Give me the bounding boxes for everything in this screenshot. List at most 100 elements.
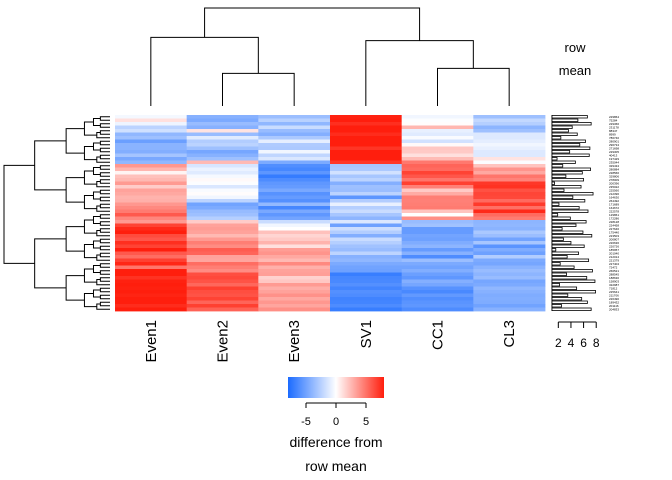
row-label: 226490 [609, 297, 619, 301]
heatmap-cell [401, 153, 474, 158]
heatmap-cell [330, 153, 403, 158]
heatmap-cell [473, 216, 546, 221]
heatmap-cell [115, 202, 188, 207]
row-dendrogram-link [96, 230, 110, 237]
heatmap-cell [115, 146, 188, 151]
heatmap-cell [401, 171, 474, 175]
heatmap-cell [401, 185, 474, 189]
heatmap-cell [258, 206, 331, 210]
heatmap-cell [401, 209, 474, 214]
row-mean-bar [551, 241, 572, 245]
row-dendrogram-link [65, 128, 85, 154]
heatmap-cell [473, 132, 546, 137]
heatmap-cell [258, 283, 331, 287]
heatmap-cell [258, 139, 331, 144]
heatmap-cell [330, 248, 403, 252]
heatmap-cell [401, 118, 474, 123]
heatmap-cell [401, 136, 474, 140]
row-mean-bar [551, 279, 596, 283]
row-dendrogram-link [92, 265, 101, 273]
row-label: 231178 [609, 125, 619, 129]
heatmap-cell [258, 237, 331, 242]
heatmap-cell [330, 227, 403, 231]
heatmap-cell [186, 153, 259, 158]
heatmap-cell [473, 244, 546, 249]
heatmap-cell [330, 234, 403, 238]
row-mean-tick-label: 2 [555, 336, 562, 350]
heatmap-cell [258, 188, 331, 193]
row-label: 164672 [609, 206, 619, 210]
row-label: 229864 [609, 115, 619, 119]
row-label: 201116 [609, 304, 619, 308]
row-mean-bar [551, 195, 574, 199]
heatmap-cell [473, 164, 546, 168]
heatmap-cell [115, 223, 188, 228]
heatmap-cell [401, 122, 474, 126]
heatmap-cell [115, 307, 188, 312]
heatmap-cell [115, 195, 188, 200]
row-dendrogram-link [99, 214, 110, 219]
row-dendrogram-link [99, 228, 110, 233]
heatmap-cell [186, 115, 259, 119]
heatmap-cell [473, 279, 546, 284]
heatmap-cell [401, 216, 474, 221]
heatmap-cell [473, 307, 546, 312]
column-label: CC1 [430, 320, 447, 350]
row-label: 288545 [609, 272, 619, 276]
heatmap-cell [186, 125, 259, 130]
row-dendrogram-link [96, 156, 110, 163]
heatmap-cell [401, 181, 474, 186]
column-label: Even1 [143, 320, 160, 363]
heatmap-cell [473, 150, 546, 154]
row-label: 175440 [609, 230, 619, 234]
row-mean-bar [551, 206, 580, 210]
column-label: Even2 [215, 320, 232, 363]
heatmap-cell [258, 220, 331, 224]
heatmap-cell [258, 153, 331, 158]
heatmap-cell [330, 272, 403, 277]
row-dendrogram-link [83, 219, 97, 234]
row-mean-bar [551, 160, 576, 164]
heatmap-cell [186, 234, 259, 238]
heatmap-cell [186, 167, 259, 172]
heatmap-cell [401, 293, 474, 298]
heatmap-cell [258, 251, 331, 256]
heatmap-cell [115, 265, 188, 270]
row-label: 322987 [609, 283, 619, 287]
heatmap-cell [473, 230, 546, 235]
row-dendrogram-link [99, 238, 110, 244]
heatmap-cell [258, 160, 331, 165]
heatmap-cell [115, 132, 188, 137]
heatmap-cell [401, 283, 474, 287]
heatmap-cell [115, 262, 188, 266]
heatmap-cell [473, 206, 546, 210]
heatmap-cell [115, 206, 188, 210]
heatmap-cell [473, 297, 546, 301]
heatmap-cell [115, 216, 188, 221]
heatmap-cell [115, 150, 188, 154]
heatmap-cell [258, 258, 331, 263]
heatmap-cell [186, 157, 259, 161]
heatmap-cell [115, 241, 188, 245]
heatmap-cell [473, 213, 546, 217]
heatmap-cell [186, 150, 259, 154]
row-mean-bar [551, 181, 555, 185]
heatmap-cell [330, 181, 403, 186]
row-mean-bar [551, 139, 586, 143]
heatmap-cell [473, 202, 546, 207]
heatmap-cell [401, 237, 474, 242]
heatmap-cell [401, 258, 474, 263]
heatmap-cell [401, 132, 474, 137]
heatmap-cell [186, 132, 259, 137]
heatmap-cell [473, 185, 546, 189]
heatmap-cell [258, 286, 331, 291]
row-dendrogram-link [99, 287, 110, 293]
heatmap-cell [401, 199, 474, 203]
heatmap-cell [115, 118, 188, 123]
row-dendrogram-link [92, 118, 101, 126]
column-label: Even3 [286, 320, 303, 363]
row-label: 204833 [609, 307, 619, 311]
heatmap-cell [330, 241, 403, 245]
row-label: 200807 [609, 237, 619, 241]
